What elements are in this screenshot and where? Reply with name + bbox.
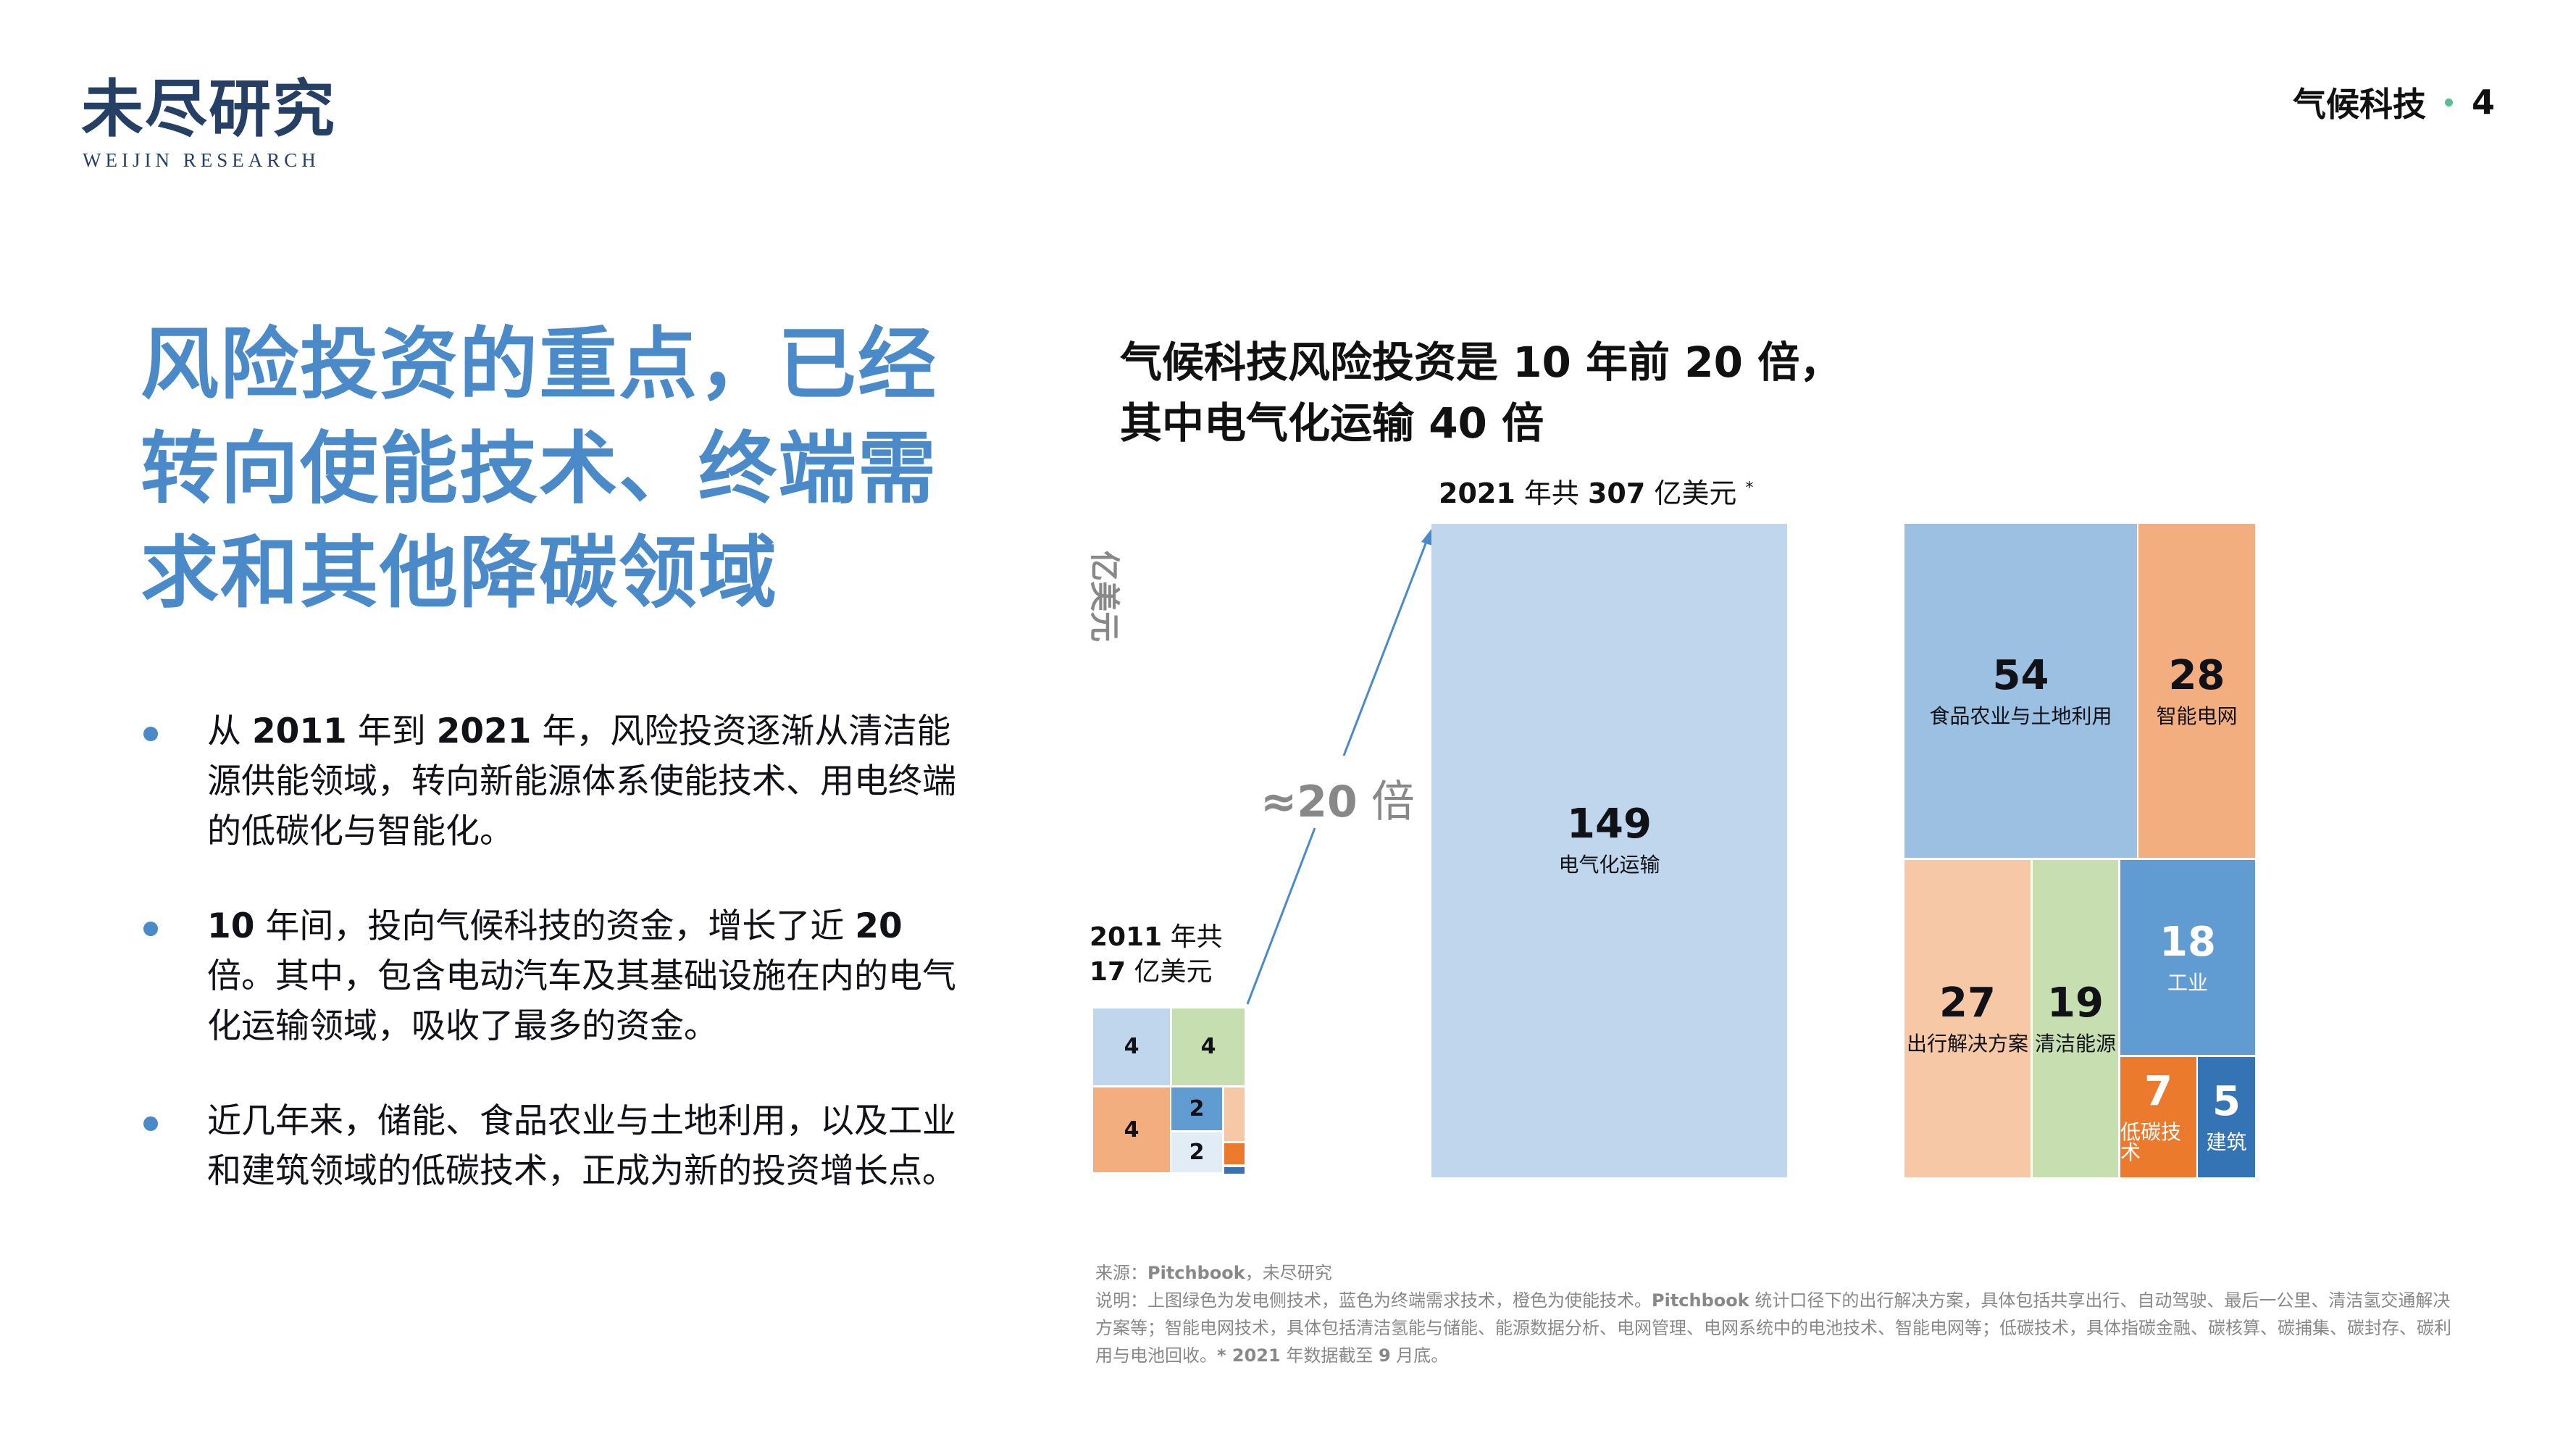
footnote: 来源：Pitchbook，未尽研究 说明：上图绿色为发电侧技术，蓝色为终端需求技… bbox=[1095, 1259, 2457, 1369]
bullet-dot-icon bbox=[143, 727, 158, 741]
tile-label: 智能电网 bbox=[2156, 703, 2238, 728]
text: 年数据截至 bbox=[1280, 1345, 1379, 1366]
treemap-tile: 18 工业 bbox=[2120, 860, 2255, 1055]
tile-label: 食品农业与土地利用 bbox=[1929, 703, 2112, 728]
separator-dot-icon bbox=[2444, 98, 2453, 107]
tile-value: 4 bbox=[1124, 1034, 1139, 1059]
text: 统计口径下的出行解决方案，具体包括共享出行、自动驾驶、最后一公里、清洁氢交通解决… bbox=[1095, 1290, 2451, 1366]
bullet-text: 近几年来，储能、食品农业与土地利用，以及工业和建筑领域的低碳技术，正成为新的投资… bbox=[207, 1101, 956, 1191]
amount: 307 bbox=[1587, 477, 1646, 509]
total-2021-label: 2021 年共 307 亿美元 * bbox=[1439, 471, 1753, 511]
text: 来源： bbox=[1095, 1263, 1147, 1283]
section-title: 气候科技 bbox=[2292, 85, 2426, 124]
text: 月底。 bbox=[1390, 1345, 1449, 1366]
tile-value: 54 bbox=[1992, 651, 2049, 699]
tile-value: 149 bbox=[1567, 801, 1652, 848]
tile-value: 5 bbox=[2212, 1078, 2241, 1125]
multiplier-value: ≈20 bbox=[1260, 777, 1358, 827]
bullet-item: 从 2011 年到 2021 年，风险投资逐渐从清洁能源供能领域，转向新能源体系… bbox=[142, 706, 968, 856]
treemap-tile: 4 bbox=[1172, 1009, 1245, 1085]
bullet-list: 从 2011 年到 2021 年，风险投资逐渐从清洁能源供能领域，转向新能源体系… bbox=[142, 706, 968, 1241]
source-line: 来源：Pitchbook，未尽研究 bbox=[1095, 1259, 2457, 1287]
bullet-text: 10 年间，投向气候科技的资金，增长了近 20 倍。其中，包含电动汽车及其基础设… bbox=[207, 906, 956, 1046]
treemap-tile bbox=[1224, 1087, 1245, 1141]
bullet-text: 从 2011 年到 2021 年，风险投资逐渐从清洁能源供能领域，转向新能源体系… bbox=[207, 711, 956, 851]
treemap-tile: 4 bbox=[1093, 1087, 1170, 1172]
text: Pitchbook bbox=[1652, 1290, 1749, 1311]
chart-title-line2: 其中电气化运输 40 倍 bbox=[1120, 398, 1544, 448]
treemap-tile: 28 智能电网 bbox=[2138, 524, 2255, 858]
text: 9 bbox=[1378, 1345, 1391, 1366]
chart-title-line1: 气候科技风险投资是 10 年前 20 倍， bbox=[1120, 338, 1842, 387]
bullet-dot-icon bbox=[143, 1116, 158, 1131]
tile-value: 27 bbox=[1939, 980, 1996, 1027]
text: * 2021 bbox=[1217, 1345, 1281, 1366]
tile-label: 建筑 bbox=[2206, 1130, 2247, 1154]
page-header: 气候科技 4 bbox=[2293, 78, 2495, 126]
chart-title: 气候科技风险投资是 10 年前 20 倍， 其中电气化运输 40 倍 bbox=[1120, 332, 1841, 454]
text: 说明：上图绿色为发电侧技术，蓝色为终端需求技术，橙色为使能技术。 bbox=[1095, 1290, 1652, 1311]
text: 年共 bbox=[1515, 477, 1588, 509]
note-text: 说明：上图绿色为发电侧技术，蓝色为终端需求技术，橙色为使能技术。Pitchboo… bbox=[1095, 1287, 2457, 1369]
bullet-item: 近几年来，储能、食品农业与土地利用，以及工业和建筑领域的低碳技术，正成为新的投资… bbox=[142, 1096, 968, 1196]
bullet-item: 10 年间，投向气候科技的资金，增长了近 20 倍。其中，包含电动汽车及其基础设… bbox=[142, 901, 968, 1051]
tile-value: 7 bbox=[2144, 1068, 2173, 1115]
treemap-tile: 4 bbox=[1093, 1009, 1170, 1085]
treemap-tile bbox=[1224, 1167, 1245, 1174]
tile-value: 2 bbox=[1189, 1139, 1205, 1165]
treemap-tile: 27 出行解决方案 bbox=[1904, 860, 2031, 1177]
brand-logo-en: WEIJIN RESEARCH bbox=[83, 149, 320, 171]
tile-value: 28 bbox=[2168, 651, 2225, 699]
tile-label: 工业 bbox=[2167, 970, 2208, 995]
treemap-tile: 149 电气化运输 bbox=[1431, 524, 1787, 1177]
text: ，未尽研究 bbox=[1245, 1263, 1332, 1283]
year: 2021 bbox=[1439, 477, 1515, 509]
brand-logo-cn: 未尽研究 bbox=[81, 72, 336, 146]
footnote-mark: * bbox=[1745, 479, 1754, 498]
tile-value: 19 bbox=[2047, 980, 2104, 1027]
multiplier-unit: 倍 bbox=[1357, 777, 1415, 827]
text: Pitchbook bbox=[1147, 1263, 1245, 1283]
year: 2011 bbox=[1090, 922, 1163, 952]
text: 年共 bbox=[1162, 922, 1223, 952]
tile-value: 4 bbox=[1200, 1034, 1216, 1059]
treemap-tile bbox=[1224, 1143, 1245, 1164]
unit: 亿美元 bbox=[1645, 477, 1737, 509]
tile-value: 2 bbox=[1189, 1095, 1205, 1122]
tile-label: 出行解决方案 bbox=[1906, 1032, 2028, 1056]
headline: 风险投资的重点，已经转向使能技术、终端需求和其他降碳领域 bbox=[141, 320, 938, 619]
multiplier-label: ≈20 倍 bbox=[1260, 767, 1415, 830]
total-2011-label: 2011 年共 17 亿美元 bbox=[1090, 920, 1223, 990]
tile-label: 低碳技术 bbox=[2120, 1120, 2182, 1164]
unit: 亿美元 bbox=[1126, 957, 1213, 987]
tile-label: 电气化运输 bbox=[1558, 853, 1660, 877]
amount: 17 bbox=[1090, 957, 1126, 987]
bullet-dot-icon bbox=[143, 922, 158, 936]
tile-value: 18 bbox=[2159, 918, 2216, 966]
treemap-tile: 2 bbox=[1171, 1132, 1222, 1172]
tile-value: 4 bbox=[1124, 1116, 1139, 1143]
treemap-tile: 5 建筑 bbox=[2198, 1057, 2255, 1177]
treemap-tile: 54 食品农业与土地利用 bbox=[1904, 524, 2137, 858]
treemap-tile: 19 清洁能源 bbox=[2033, 860, 2118, 1177]
treemap-tile: 7 低碳技术 bbox=[2120, 1057, 2196, 1177]
page-number: 4 bbox=[2471, 83, 2495, 122]
treemap-tile: 2 bbox=[1171, 1087, 1222, 1130]
tile-label: 清洁能源 bbox=[2034, 1032, 2116, 1056]
